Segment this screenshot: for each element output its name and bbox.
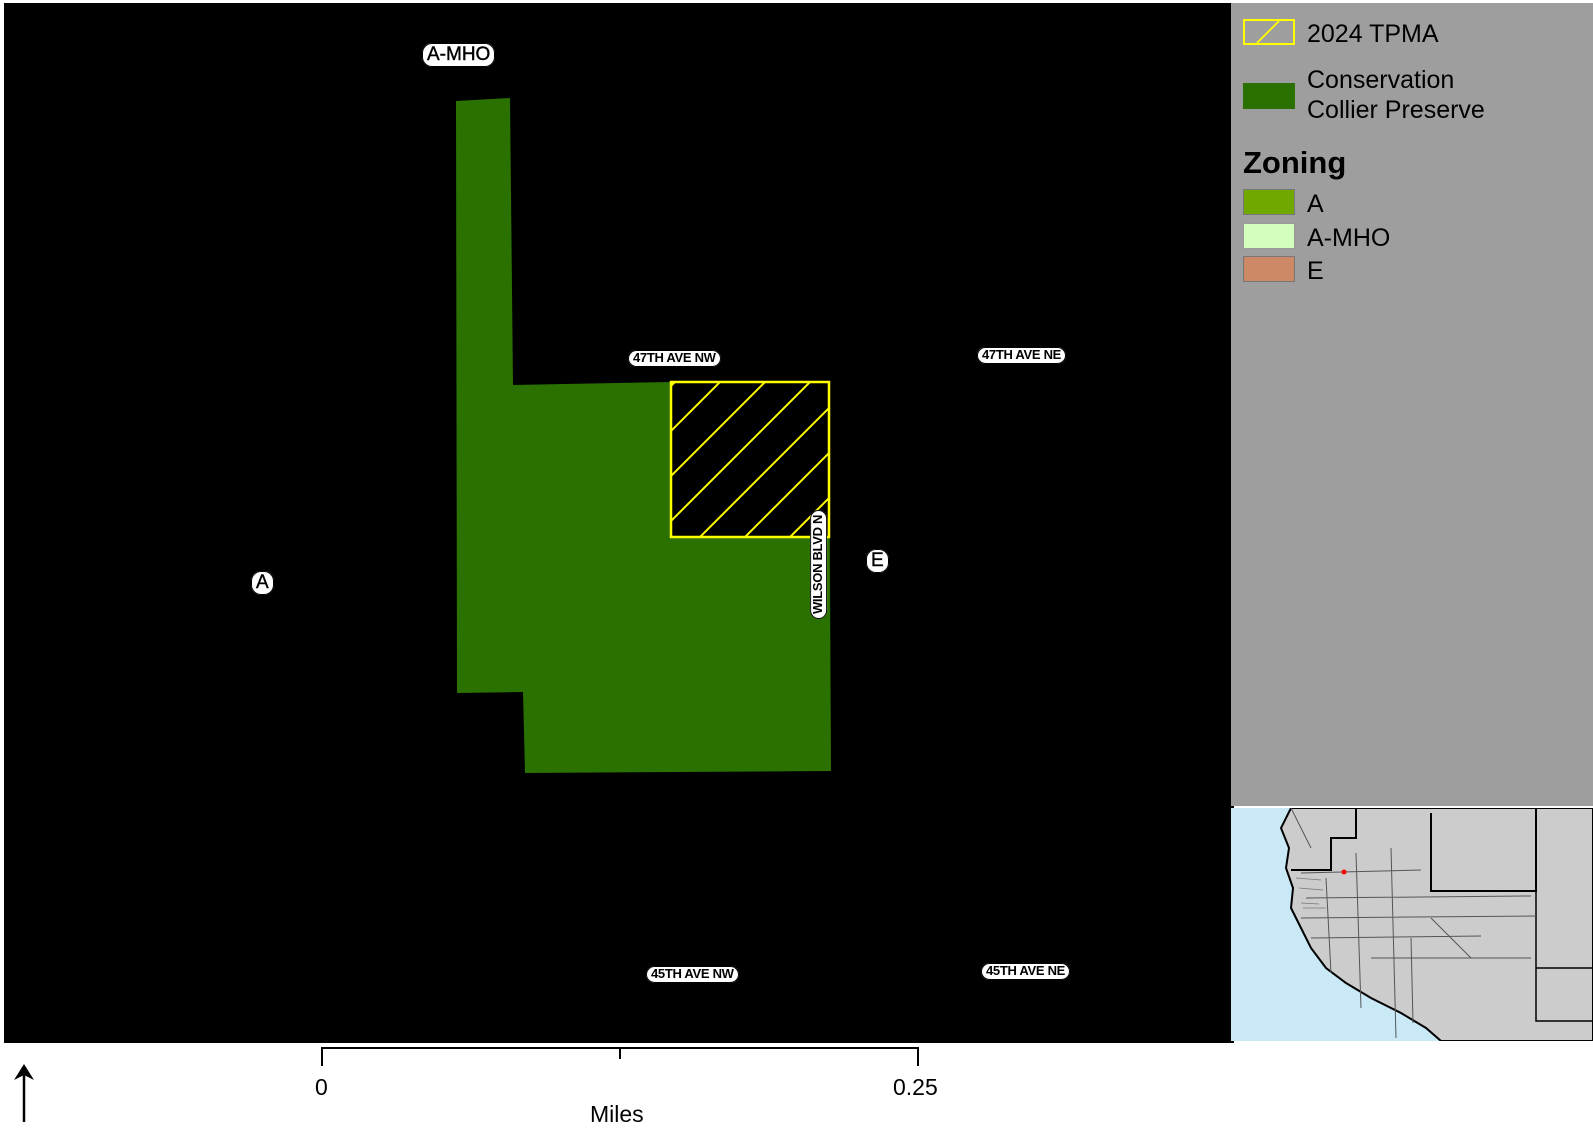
preserve-swatch bbox=[1243, 83, 1295, 109]
tpma-hatch-swatch bbox=[1243, 19, 1295, 45]
zone-label-amho: A-MHO bbox=[422, 43, 496, 67]
legend-label-preserve-line1: Conservation bbox=[1307, 66, 1455, 94]
street-label-47th-ave-nw: 47TH AVE NW bbox=[628, 350, 721, 367]
inset-locator-map bbox=[1231, 808, 1593, 1041]
legend-item-zone-e: E bbox=[1243, 256, 1324, 286]
scale-end-label: 0.25 bbox=[893, 1074, 938, 1100]
street-label-45th-ave-nw: 45TH AVE NW bbox=[646, 966, 739, 983]
zone-a-swatch bbox=[1243, 189, 1295, 215]
map-frame[interactable]: A-MHO A E 47TH AVE NW 47TH AVE NE 45TH A… bbox=[4, 3, 1234, 1043]
legend-label-tpma: 2024 TPMA bbox=[1307, 20, 1439, 48]
legend-label-preserve-line2: Collier Preserve bbox=[1307, 96, 1485, 124]
legend-label-zone-a: A bbox=[1307, 190, 1324, 218]
tpma-area-outline bbox=[669, 380, 831, 539]
legend-panel: 2024 TPMA Conservation Collier Preserve … bbox=[1231, 3, 1593, 806]
inset-map-svg bbox=[1279, 808, 1593, 1041]
legend-item-zone-amho: A-MHO bbox=[1243, 223, 1390, 253]
legend-item-tpma: 2024 TPMA bbox=[1243, 19, 1439, 49]
zone-label-e: E bbox=[866, 549, 889, 573]
street-label-47th-ave-ne: 47TH AVE NE bbox=[977, 347, 1067, 364]
legend-item-preserve: Conservation Collier Preserve bbox=[1243, 65, 1485, 125]
location-marker-icon bbox=[1341, 869, 1347, 875]
street-label-wilson-blvd-n: WILSON BLVD N bbox=[810, 509, 828, 620]
scale-units-label: Miles bbox=[590, 1101, 644, 1127]
zone-label-a: A bbox=[251, 571, 274, 595]
scale-bar: 0 0.25 Miles bbox=[300, 1040, 1000, 1135]
legend-label-zone-e: E bbox=[1307, 257, 1324, 285]
legend-item-zone-a: A bbox=[1243, 189, 1324, 219]
street-label-45th-ave-ne: 45TH AVE NE bbox=[981, 963, 1071, 980]
tpma-area-fill bbox=[671, 382, 829, 537]
legend-zoning-title: Zoning bbox=[1243, 145, 1347, 180]
scale-start-label: 0 bbox=[315, 1074, 328, 1100]
legend-label-zone-amho: A-MHO bbox=[1307, 224, 1391, 252]
map-canvas bbox=[456, 98, 831, 773]
zone-e-swatch bbox=[1243, 256, 1295, 282]
zone-amho-swatch bbox=[1243, 223, 1295, 249]
conservation-preserve-polygon bbox=[456, 98, 831, 773]
scale-bar-graphic bbox=[321, 1047, 919, 1066]
north-arrow-icon bbox=[14, 1064, 34, 1122]
